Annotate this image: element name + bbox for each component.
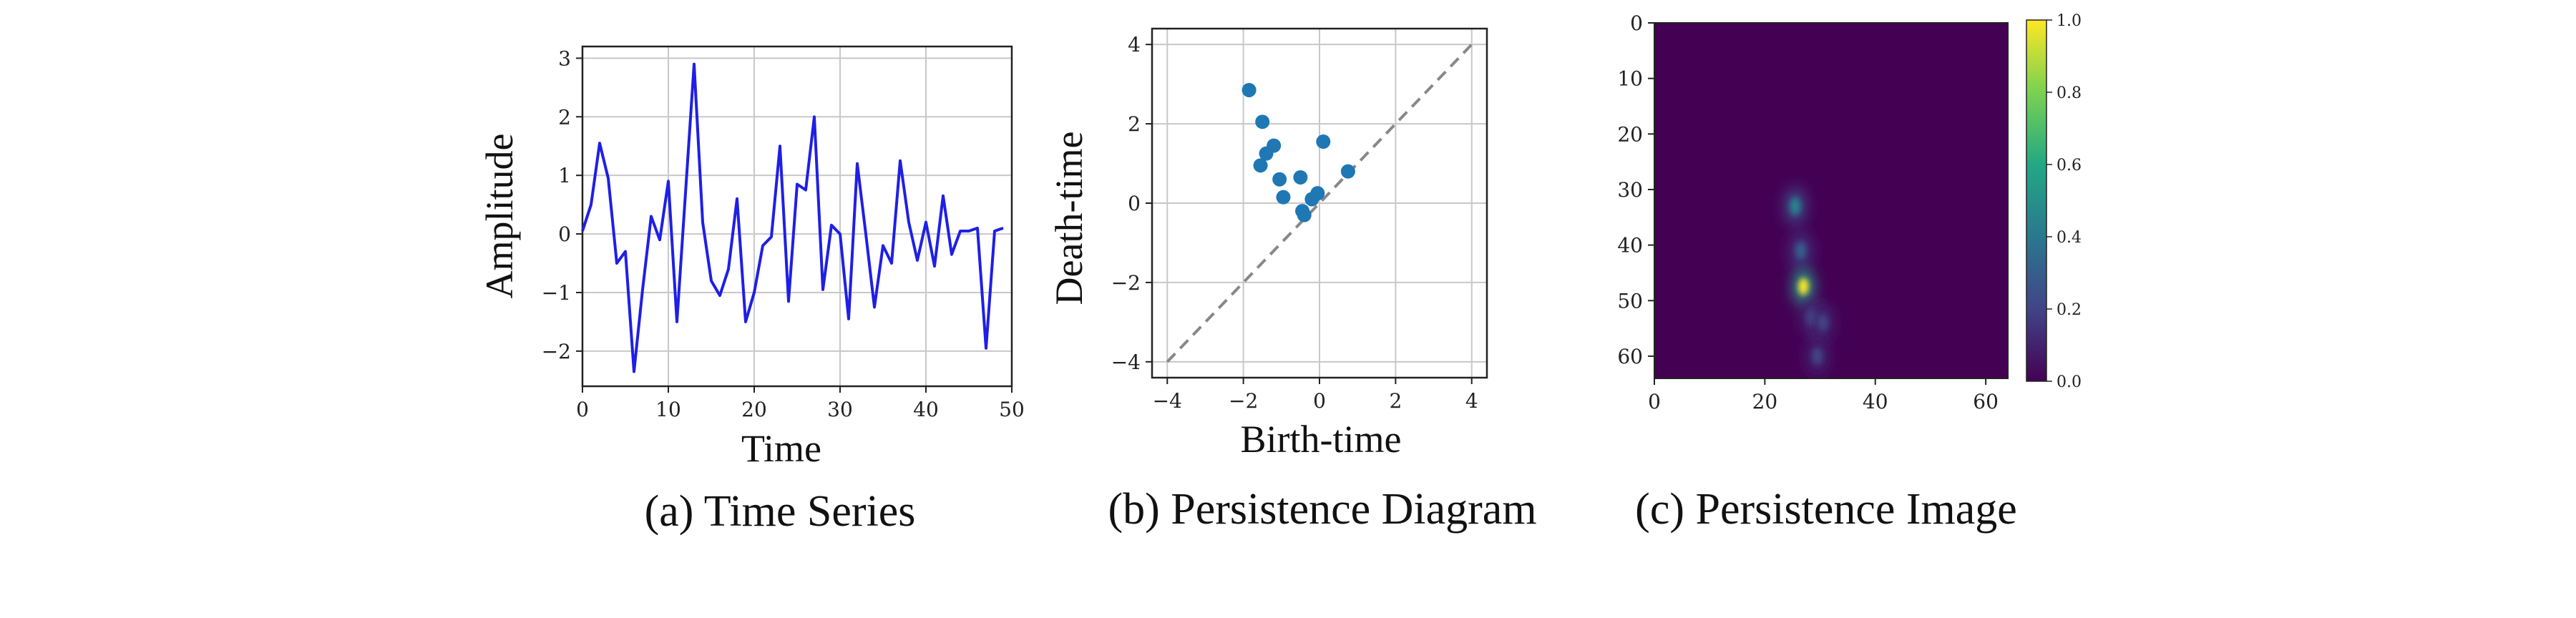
scatter-point	[1276, 190, 1291, 205]
heatmap-blob	[1795, 242, 1806, 260]
y-tick-label: 2	[1128, 112, 1141, 136]
y-tick-label: 30	[1617, 178, 1643, 202]
y-axis-label: Amplitude	[478, 134, 521, 299]
heatmap-blob	[1818, 314, 1828, 332]
y-tick-label: −2	[1111, 271, 1141, 295]
x-tick-label: −2	[1229, 389, 1258, 413]
scatter-point	[1340, 164, 1355, 179]
caption: (b) Persistence Diagram	[1108, 485, 1536, 534]
x-tick-label: 40	[1863, 390, 1888, 413]
colorbar	[2026, 19, 2047, 382]
y-tick-label: −4	[1111, 350, 1141, 374]
y-tick-label: 20	[1617, 122, 1643, 146]
x-tick-label: −4	[1153, 389, 1182, 413]
x-tick-label: 0	[576, 398, 589, 421]
time-series-line	[581, 62, 1004, 373]
y-tick-label: 3	[558, 46, 571, 70]
heatmap-blob	[1798, 278, 1809, 295]
colorbar-tick-label: 0.0	[2057, 373, 2082, 391]
caption: (c) Persistence Image	[1635, 485, 2017, 534]
y-tick-label: 4	[1128, 33, 1141, 57]
panel-persistence-diagram: −4 −2 0 2 4 −4 −2 0 2 4 Birth-time Death-time (b)…	[1048, 27, 1537, 534]
x-tick-label: 50	[999, 398, 1025, 421]
y-tick-label: −1	[542, 281, 571, 305]
scatter-point	[1259, 146, 1274, 161]
x-tick-label: 0	[1648, 390, 1661, 413]
scatter-point	[1293, 170, 1308, 185]
panel-time-series: 0 10 20 30 40 50 −2 −1 0 1 2 3 Time Amplitude (a) T…	[478, 45, 1025, 536]
y-tick-label: 10	[1617, 67, 1643, 91]
scatter-point	[1310, 186, 1325, 201]
scatter-point	[1272, 172, 1287, 187]
heatmap-blob	[1812, 347, 1823, 365]
scatter-point	[1316, 134, 1331, 149]
colorbar-tick-label: 1.0	[2057, 12, 2082, 30]
image-frame	[1654, 22, 2009, 379]
x-tick-label: 20	[1752, 390, 1778, 413]
y-tick-label: 0	[1630, 11, 1643, 35]
y-tick-label: −2	[542, 340, 571, 363]
scatter-point	[1295, 204, 1310, 219]
scatter-point	[1253, 158, 1268, 173]
x-tick-label: 20	[741, 398, 767, 421]
colorbar-tick-label: 0.2	[2057, 301, 2082, 319]
y-tick-label: 40	[1617, 234, 1643, 258]
y-tick-label: 2	[558, 105, 571, 129]
x-tick-label: 2	[1389, 389, 1402, 413]
scatter-point	[1255, 114, 1270, 129]
x-tick-label: 4	[1465, 389, 1478, 413]
y-tick-label: 0	[558, 222, 571, 246]
y-axis-label: Death-time	[1048, 132, 1091, 305]
x-tick-label: 30	[827, 398, 853, 421]
y-tick-label: 1	[558, 164, 571, 187]
x-tick-label: 0	[1313, 389, 1326, 413]
x-axis-label: Birth-time	[1241, 418, 1402, 461]
heatmap-blob	[1790, 197, 1800, 215]
x-tick-label: 40	[913, 398, 939, 421]
scatter-point	[1241, 82, 1257, 97]
y-tick-label: 60	[1617, 345, 1643, 368]
caption: (a) Time Series	[645, 487, 916, 536]
x-tick-label: 10	[655, 398, 681, 421]
colorbar-tick-label: 0.8	[2057, 84, 2082, 102]
y-tick-label: 50	[1617, 289, 1643, 313]
colorbar-tick-label: 0.6	[2057, 157, 2082, 175]
x-tick-label: 60	[1973, 390, 1999, 413]
y-tick-label: 0	[1128, 192, 1141, 215]
colorbar-tick-label: 0.4	[2057, 229, 2082, 247]
x-axis-label: Time	[741, 427, 821, 470]
plot-frame	[581, 45, 1013, 388]
